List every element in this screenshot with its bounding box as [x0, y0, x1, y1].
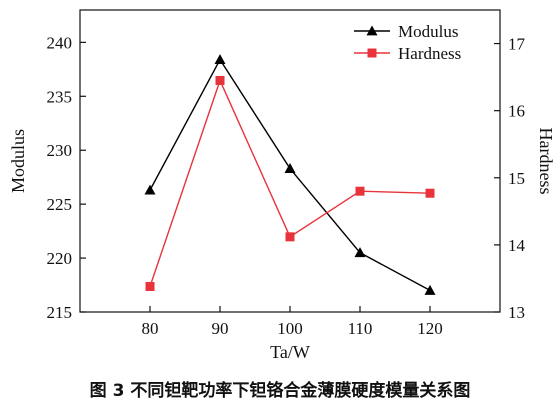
x-tick-label: 120: [417, 319, 443, 338]
modulus-line: [149, 58, 431, 292]
y-right-tick-label: 17: [508, 35, 526, 54]
legend-hardness-marker: [367, 48, 377, 58]
legend-modulus-label: Modulus: [398, 22, 458, 41]
hardness-point: [285, 232, 295, 242]
y-left-tick-label: 215: [47, 303, 73, 322]
y-right-tick-label: 16: [508, 102, 525, 121]
x-tick-label: 110: [348, 319, 373, 338]
y-axis-right: 13 14 15 16 17: [494, 35, 526, 322]
hardness-point: [425, 188, 435, 198]
y-right-tick-label: 13: [508, 303, 525, 322]
modulus-point: [424, 284, 436, 295]
modulus-point: [214, 54, 226, 65]
x-tick-label: 80: [142, 319, 159, 338]
x-axis-title: Ta/W: [270, 342, 310, 362]
y-right-tick-label: 15: [508, 169, 525, 188]
y-axis-left: 215 220 225 230 235 240: [47, 33, 86, 322]
y-right-tick-label: 14: [508, 236, 526, 255]
y-left-tick-label: 230: [47, 141, 73, 160]
modulus-point: [354, 247, 366, 258]
legend-hardness-label: Hardness: [398, 44, 461, 63]
hardness-point: [145, 281, 155, 291]
y-left-tick-label: 235: [47, 87, 73, 106]
hardness-point: [355, 186, 365, 196]
x-tick-label: 90: [212, 319, 229, 338]
y-left-tick-label: 225: [47, 195, 73, 214]
figure-caption: 图 3 不同钽靶功率下钽铬合金薄膜硬度模量关系图: [89, 381, 471, 401]
legend-modulus-marker: [366, 25, 378, 36]
hardness-point: [215, 75, 225, 85]
modulus-point: [144, 184, 156, 195]
y-left-tick-label: 240: [47, 33, 73, 52]
y-axis-right-title: Hardness: [536, 128, 556, 195]
legend: Modulus Hardness: [354, 22, 461, 63]
x-axis: 80 90 100 110 120: [142, 306, 443, 338]
series-layer: [144, 54, 436, 295]
modulus-point: [284, 163, 296, 173]
y-axis-left-title: Modulus: [8, 129, 28, 193]
y-left-tick-label: 220: [47, 249, 73, 268]
x-tick-label: 100: [277, 319, 303, 338]
